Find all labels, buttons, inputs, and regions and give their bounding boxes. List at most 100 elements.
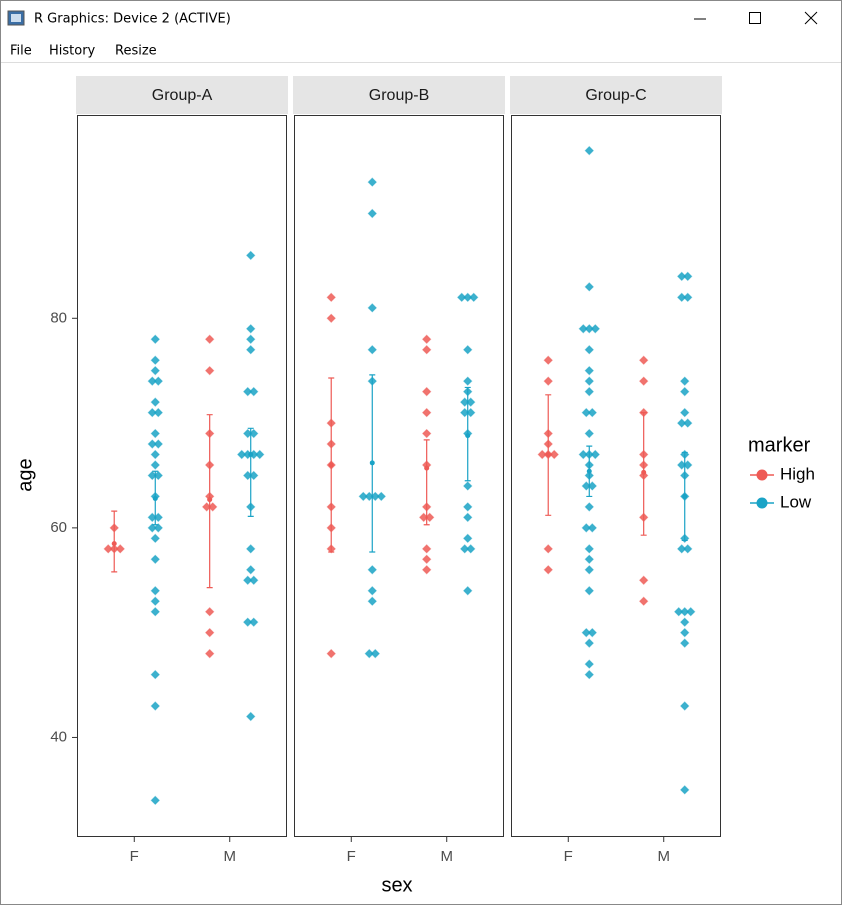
data-point [683,544,693,554]
data-point [150,669,160,680]
data-point [249,617,259,627]
data-point [584,376,594,386]
data-point [680,617,690,627]
mean-point [641,469,647,475]
data-point [421,407,432,418]
data-point [204,648,215,659]
data-point [255,449,265,460]
facet-strip [76,76,288,114]
data-point [204,334,215,344]
data-point [367,586,377,596]
data-point [584,586,594,596]
data-point [463,481,473,491]
x-tick-label: M [657,848,670,865]
menu-item[interactable]: File [10,44,32,59]
mean-point [424,465,430,471]
data-point [204,365,215,376]
data-point [326,292,336,303]
data-point [584,145,594,156]
data-point [150,449,160,460]
data-point [543,355,553,365]
legend-key [756,469,768,481]
data-point [463,376,473,386]
mean-point [328,462,334,468]
data-point [686,606,696,617]
data-point [150,795,160,806]
data-point [584,386,594,397]
data-point [638,355,649,365]
data-point [367,565,377,575]
mean-point [586,468,592,474]
mean-point [207,497,213,503]
close-button[interactable] [804,11,818,25]
menu-item[interactable]: History [49,44,96,59]
mean-point [152,496,158,502]
data-point [680,785,690,795]
menu-item[interactable]: Resize [115,44,157,59]
maximize-button[interactable] [749,12,761,24]
data-point [584,365,594,376]
x-axis-title: sex [381,874,412,896]
legend-title: marker [748,434,811,456]
data-point [587,407,597,418]
panel-border [77,115,287,837]
data-point [680,376,690,386]
data-point [683,418,693,428]
facet-strip [293,76,505,114]
data-point [153,439,163,449]
panel-border [294,115,504,837]
data-point [150,397,160,407]
data-point [246,334,256,344]
mean-point [111,541,117,547]
data-point [150,596,160,606]
legend-key [756,497,768,509]
data-point [204,606,215,617]
x-tick-label: F [564,848,573,865]
data-point [150,428,160,439]
data-point [584,502,594,512]
data-point [246,565,256,575]
y-tick-label: 80 [50,309,67,326]
data-point [543,544,553,554]
mean-point [248,452,254,458]
facet-strip [510,76,722,114]
data-point [150,586,160,596]
data-point [463,533,473,544]
data-point [584,659,594,669]
legend-label: High [780,464,815,483]
data-point [367,345,377,355]
data-point [153,376,163,386]
data-point [463,502,473,512]
app-icon-inner [11,14,21,22]
data-point [421,386,432,397]
x-tick-label: F [347,848,356,865]
legend-label: Low [780,492,812,511]
data-point [680,627,690,638]
mean-point [369,460,375,466]
data-point [150,365,160,376]
data-point [326,313,336,323]
data-point [584,554,594,565]
mean-point [682,493,688,499]
x-tick-label: F [130,848,139,865]
data-point [463,512,473,523]
y-axis-title: age [14,458,36,491]
data-point [376,491,386,502]
data-point [584,669,594,680]
error-bar [247,427,254,517]
facet-title: Group-B [369,87,429,104]
mean-point [465,433,471,439]
x-tick-label: M [440,848,453,865]
data-point [153,523,163,533]
data-point [584,345,594,355]
panel-border [511,115,721,837]
data-point [638,596,649,606]
data-point [463,586,473,596]
data-point [590,324,600,334]
data-point [584,282,594,292]
facet-title: Group-C [585,87,646,104]
data-point [638,575,649,585]
data-point [680,407,690,418]
